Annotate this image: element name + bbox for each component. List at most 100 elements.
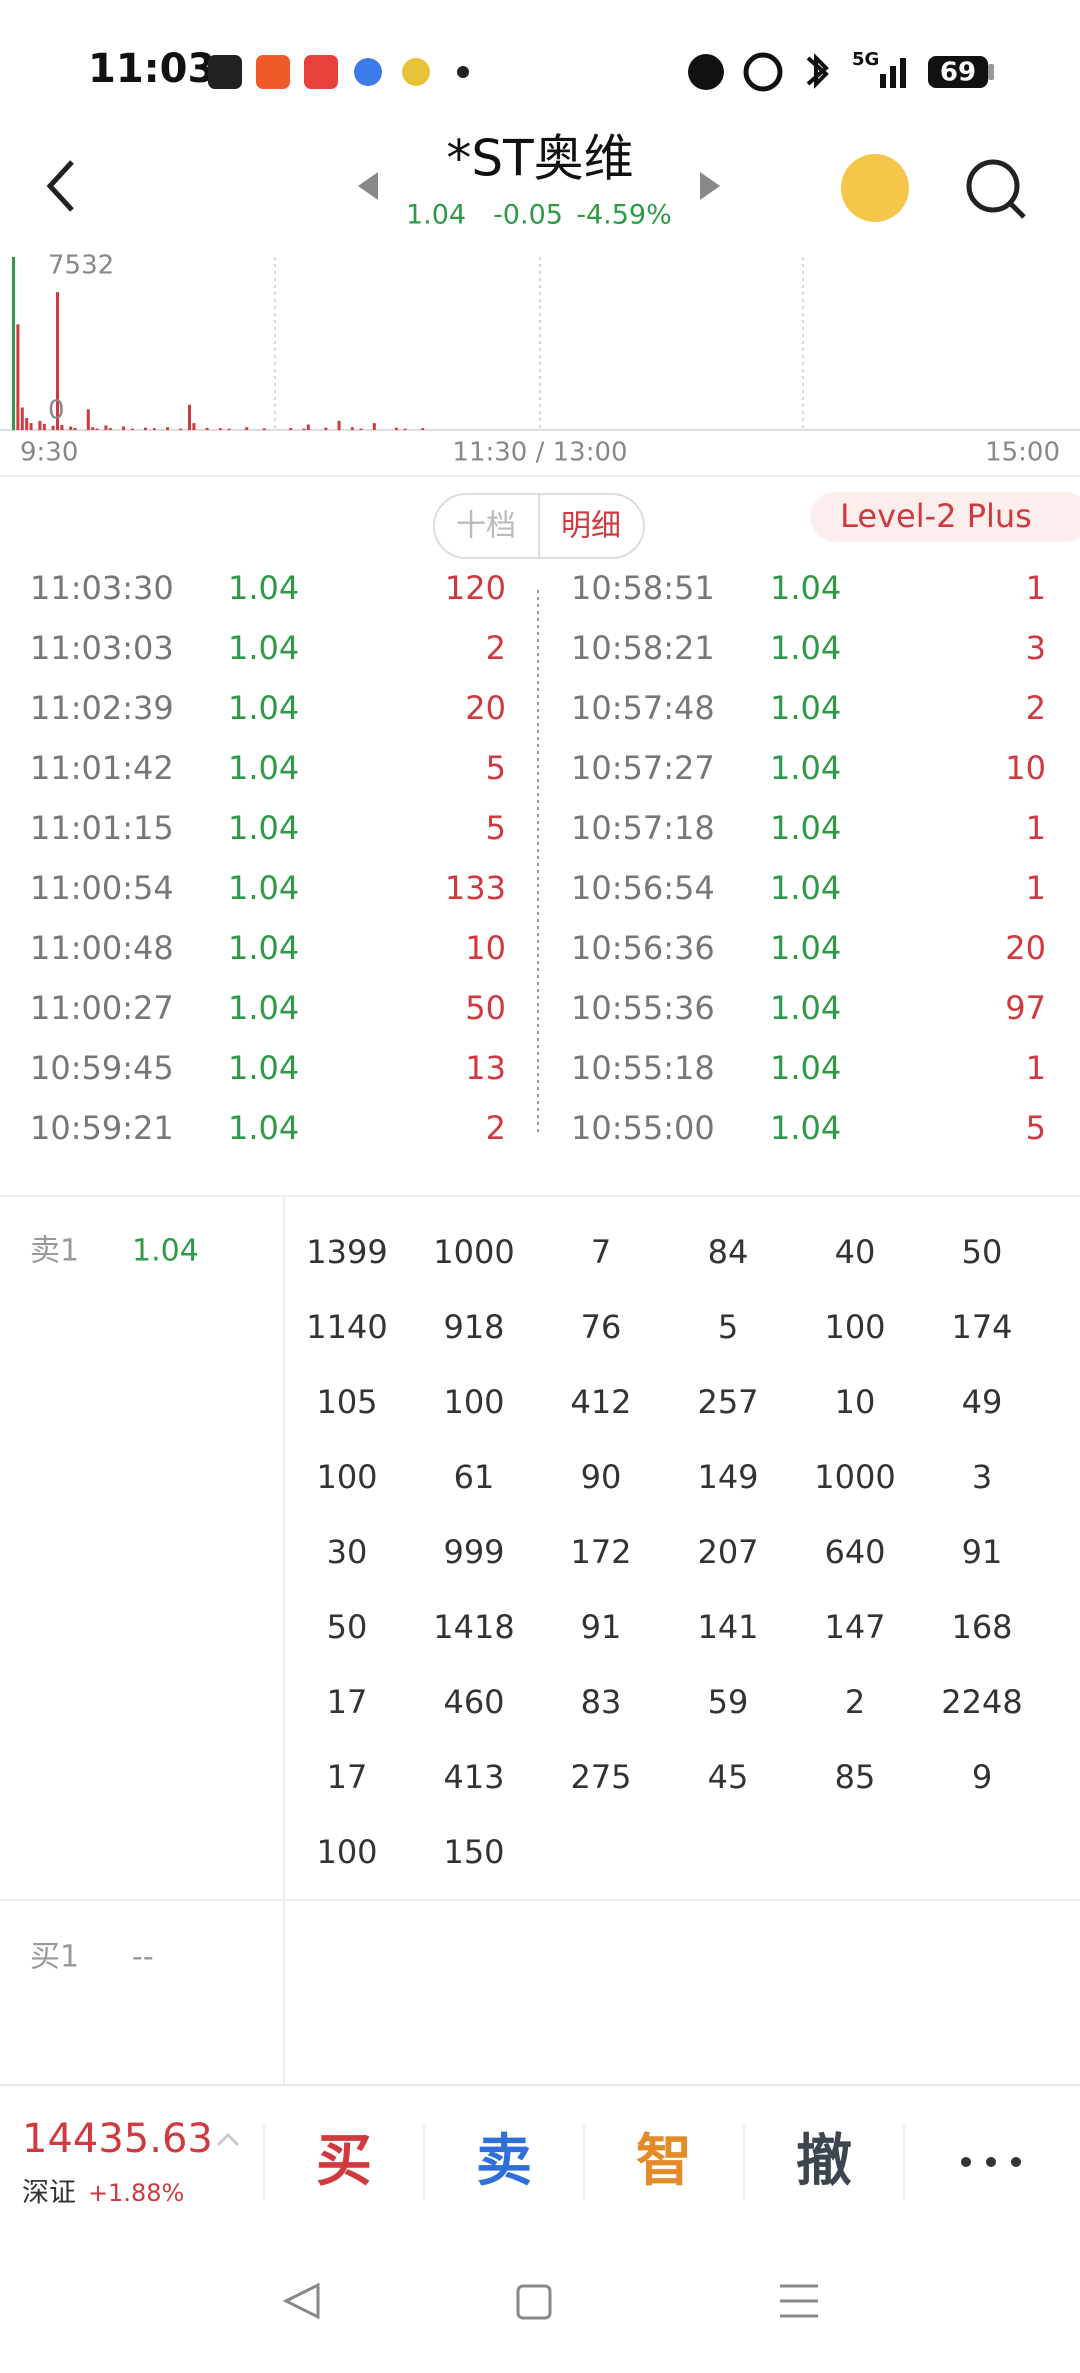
trade-volume: 5 [486,809,506,847]
buy-price: -- [132,1940,154,1975]
order-size: 147 [824,1608,885,1646]
trade-price: 1.04 [228,629,299,667]
action-button[interactable]: 买 [316,2129,372,2194]
volume-bar [218,428,222,430]
stock-change: -0.05 [493,200,563,231]
tab[interactable]: 十档 [456,509,516,544]
trade-price: 1.04 [228,1109,299,1147]
more-dot[interactable] [986,2157,996,2167]
trade-price: 1.04 [228,989,299,1027]
order-size: 90 [581,1458,622,1496]
stock-title: *ST奥维 [446,130,633,188]
order-size: 30 [327,1533,368,1571]
app-icon [304,55,338,89]
order-size: 100 [316,1458,377,1496]
trade-price: 1.04 [228,1049,299,1087]
trade-time: 10:59:21 [30,1109,174,1147]
trade-volume: 10 [1005,749,1046,787]
nav-back[interactable] [282,2282,320,2320]
trade-price: 1.04 [770,629,841,667]
search-button[interactable] [966,159,1020,213]
order-size: 85 [835,1758,876,1796]
trade-time: 11:00:48 [30,929,174,967]
trade-time: 10:56:54 [571,869,715,907]
order-size: 91 [962,1533,1003,1571]
volume-bar [95,428,99,430]
more-dot[interactable] [1011,2157,1021,2167]
action-button[interactable]: 智 [636,2129,692,2194]
signal [890,66,896,88]
trade-volume: 2 [486,629,506,667]
app-icon [354,58,382,86]
trade-price: 1.04 [228,869,299,907]
order-size: 9 [972,1758,992,1796]
volume-bar [166,427,169,430]
action-button[interactable]: 卖 [476,2129,532,2194]
volume-bar [20,407,24,430]
trade-time: 11:03:03 [30,629,174,667]
order-size: 1399 [306,1233,387,1271]
volume-bar [179,428,183,430]
volume-bar [16,324,20,430]
order-size: 84 [708,1233,749,1271]
trade-price: 1.04 [770,869,841,907]
trade-volume: 1 [1026,809,1046,847]
trade-time: 11:02:39 [30,689,174,727]
index-name: 深证 [22,2178,76,2209]
index-value: 14435.63 [22,2116,213,2162]
order-size: 275 [570,1758,631,1796]
index-change: +1.88% [88,2179,184,2207]
bluetooth-icon [806,53,829,89]
trade-price: 1.04 [770,929,841,967]
trade-volume: 50 [465,989,506,1027]
trade-time: 10:58:21 [571,629,715,667]
next-stock[interactable] [700,172,720,200]
trade-time: 10:57:18 [571,809,715,847]
order-size: 17 [327,1683,368,1721]
order-size: 257 [697,1383,758,1421]
nav-home[interactable] [516,2284,552,2320]
volume-bar [73,427,77,430]
volume-bar [69,426,73,430]
order-size: 83 [581,1683,622,1721]
app-icon [256,55,290,89]
volume-bar [324,427,328,430]
level2-badge[interactable] [810,492,1080,542]
nav-menu[interactable] [780,2284,818,2318]
tab[interactable]: 明细 [561,509,621,544]
order-size: 7 [591,1233,611,1271]
expand-icon[interactable] [216,2132,240,2147]
trade-time: 10:57:27 [571,749,715,787]
mascot-icon[interactable] [841,154,909,222]
prev-stock[interactable] [358,172,378,200]
back-button[interactable] [46,160,74,212]
trade-price: 1.04 [228,929,299,967]
order-size: 412 [570,1383,631,1421]
order-size: 150 [443,1833,504,1871]
dot [457,66,469,78]
action-button[interactable]: 撤 [796,2129,852,2194]
trade-volume: 5 [486,749,506,787]
alarm-icon [743,52,783,92]
trade-time: 11:01:42 [30,749,174,787]
trade-volume: 1 [1026,869,1046,907]
more-dot[interactable] [961,2157,971,2167]
order-size: 17 [327,1758,368,1796]
volume-bar [227,428,231,430]
trade-time: 11:03:30 [30,569,174,607]
volume-bar [122,426,125,430]
volume-bar [108,428,112,430]
stock-price: 1.04 [406,200,466,231]
level2-label[interactable]: Level-2 Plus [840,497,1032,535]
trade-time: 10:59:45 [30,1049,174,1087]
app-icon [208,55,242,89]
trade-volume: 5 [1026,1109,1046,1147]
time-label: 15:00 [985,438,1060,468]
volume-bar [394,427,398,430]
volume-bar [262,428,266,430]
y-min-label: 0 [48,396,65,426]
trade-volume: 2 [1026,689,1046,727]
order-size: 640 [824,1533,885,1571]
order-size: 100 [316,1833,377,1871]
